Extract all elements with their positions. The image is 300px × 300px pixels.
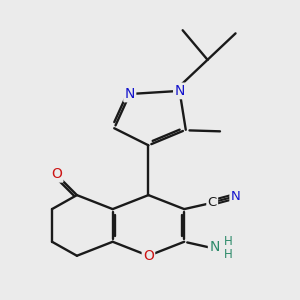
Text: N: N xyxy=(209,240,220,254)
Text: O: O xyxy=(51,167,62,181)
Text: C: C xyxy=(208,196,217,209)
Text: O: O xyxy=(143,249,154,263)
Text: N: N xyxy=(174,84,185,98)
Text: H: H xyxy=(224,248,232,261)
Text: N: N xyxy=(231,190,240,203)
Text: N: N xyxy=(124,87,135,101)
Text: H: H xyxy=(224,235,232,248)
